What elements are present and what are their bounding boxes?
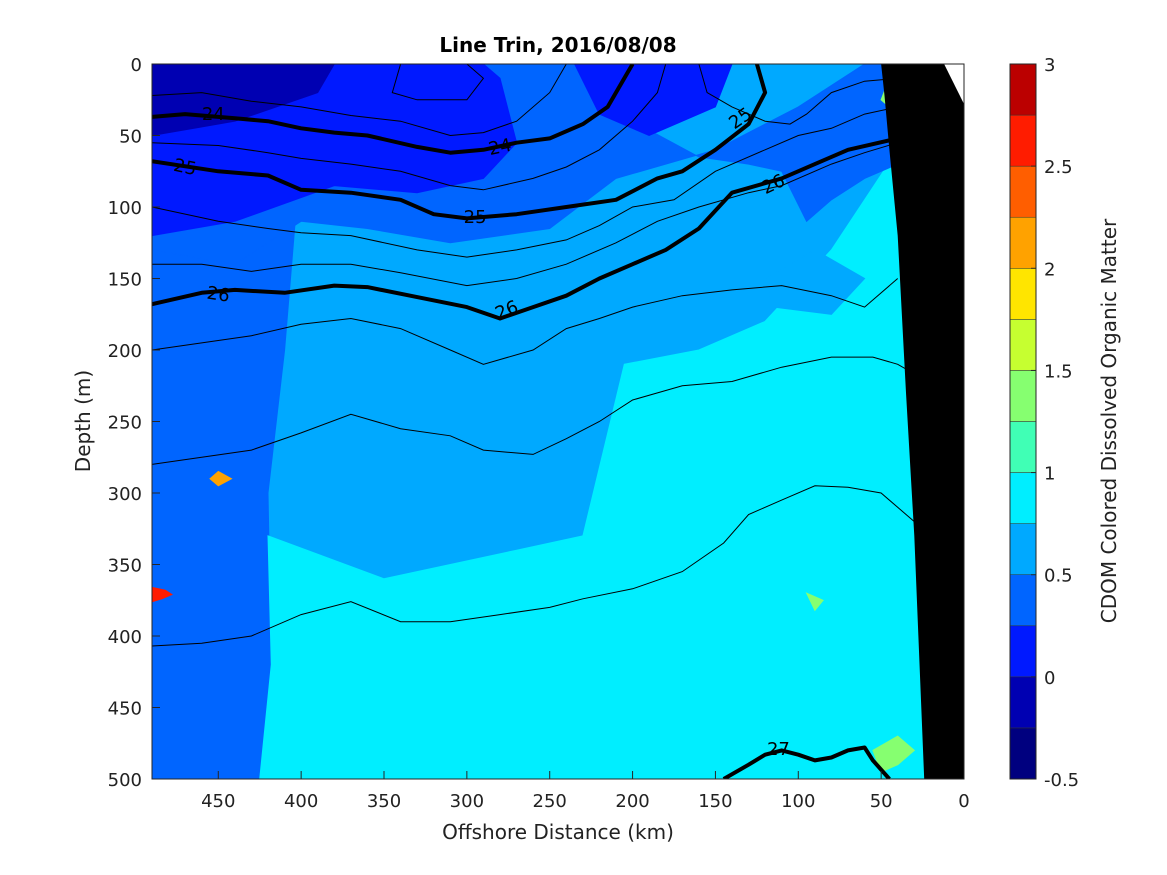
- y-tick-label: 250: [108, 413, 142, 434]
- contour-label: 24: [487, 135, 514, 160]
- thin-contour-line: [152, 135, 932, 287]
- cdom-region: [152, 586, 173, 603]
- x-tick-label: 200: [615, 791, 649, 812]
- y-tick-label: 500: [108, 770, 142, 791]
- colorbar-band: [1009, 268, 1037, 320]
- colorbar-band: [1009, 574, 1037, 627]
- colorbar-tick-label: 2.5: [1044, 157, 1073, 178]
- x-tick-label: 350: [367, 791, 401, 812]
- cdom-fill-layer: [152, 64, 964, 779]
- colorbar-tick-label: 2: [1044, 259, 1055, 280]
- y-axis-label: Depth (m): [71, 370, 95, 472]
- colorbar-band: [1009, 676, 1037, 729]
- colorbar-frame: [1009, 63, 1037, 780]
- colorbar-tick-label: 3: [1044, 55, 1055, 76]
- isopycnal-24-line: [152, 64, 635, 155]
- y-tick-label: 0: [131, 55, 142, 76]
- x-tick-label: 400: [284, 791, 318, 812]
- colorbar: -0.5 0 0.5 1 1.5 2 2.5 3: [1009, 55, 1079, 791]
- x-axis-ticks: 450 400 350 300 250 200 150 100 50 0: [201, 771, 970, 812]
- thin-contour-line: [391, 64, 485, 101]
- colorbar-band: [1009, 114, 1037, 167]
- contour-label: 24: [202, 104, 225, 125]
- thin-contour-line: [698, 64, 932, 125]
- x-tick-label: 300: [450, 791, 484, 812]
- thin-contour-line: [152, 95, 932, 258]
- y-tick-label: 350: [108, 556, 142, 577]
- x-tick-label: 0: [958, 791, 969, 812]
- cdom-region: [805, 592, 824, 612]
- thin-contour-layer: [152, 64, 932, 647]
- y-tick-label: 400: [108, 627, 142, 648]
- colorbar-band: [1009, 523, 1037, 575]
- thin-contour-line: [152, 356, 923, 465]
- isopycnal-25-line: [152, 64, 768, 221]
- colorbar-band: [1009, 472, 1037, 524]
- colorbar-tick-label: -0.5: [1044, 770, 1079, 791]
- bathymetry-gap: [944, 64, 964, 104]
- chart-title: Line Trin, 2016/08/08: [439, 33, 676, 57]
- colorbar-label: CDOM Colored Dissolved Organic Matter: [1097, 218, 1121, 623]
- colorbar-tick-label: 1: [1044, 464, 1055, 485]
- x-tick-label: 450: [201, 791, 235, 812]
- thin-contour-line: [152, 278, 899, 365]
- colorbar-band: [1009, 370, 1037, 422]
- x-tick-label: 250: [533, 791, 567, 812]
- thin-contour-line: [152, 64, 567, 137]
- x-tick-label: 100: [781, 791, 815, 812]
- cdom-region: [574, 64, 733, 137]
- y-axis-ticks: 0 50 100 150 200 250 300 350 400 450 500: [108, 55, 160, 791]
- thin-contour-line: [152, 485, 919, 647]
- contour-label: 27: [767, 739, 790, 760]
- contour-label: 26: [205, 283, 231, 307]
- x-tick-label: 150: [698, 791, 732, 812]
- x-axis-label: Offshore Distance (km): [442, 820, 674, 844]
- colorbar-band: [1009, 421, 1037, 473]
- x-tick-label: 50: [870, 791, 893, 812]
- isopycnal-27-line: [722, 745, 891, 779]
- colorbar-band: [1009, 319, 1037, 371]
- thin-contour-line: [152, 64, 667, 191]
- bathymetry-shape: [881, 64, 964, 779]
- y-tick-label: 100: [108, 198, 142, 219]
- y-tick-label: 200: [108, 341, 142, 362]
- colorbar-tick-label: 1.5: [1044, 361, 1073, 382]
- cdom-region: [209, 470, 233, 487]
- isopycnal-layer: [152, 64, 949, 779]
- colorbar-band: [1009, 165, 1037, 218]
- y-tick-label: 150: [108, 270, 142, 291]
- bathymetry-layer: [881, 64, 964, 779]
- contour-label: 25: [464, 207, 487, 228]
- isopycnal-26-line: [152, 112, 949, 321]
- y-tick-label: 50: [119, 127, 142, 148]
- colorbar-band: [1009, 625, 1037, 678]
- colorbar-band: [1009, 727, 1037, 780]
- contour-label: 25: [172, 155, 199, 180]
- colorbar-band: [1009, 216, 1037, 269]
- y-tick-label: 300: [108, 484, 142, 505]
- colorbar-tick-label: 0.5: [1044, 566, 1073, 587]
- colorbar-tick-label: 0: [1044, 668, 1055, 689]
- colorbar-band: [1009, 63, 1037, 116]
- y-tick-label: 450: [108, 699, 142, 720]
